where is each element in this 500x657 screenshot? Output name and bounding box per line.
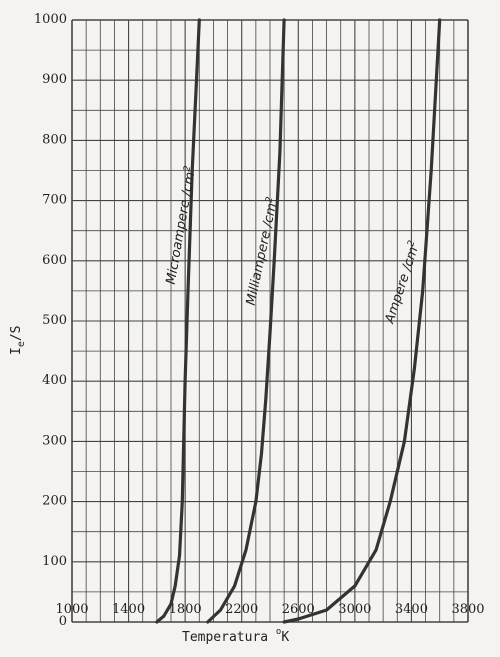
y-tick-label: 500 xyxy=(42,313,67,328)
x-tick-label: 1000 xyxy=(55,602,88,617)
curve-label-3: Ampere /cm2 xyxy=(381,239,423,326)
tick-labels: 1000 1400 1800 2200 2600 3000 3400 3800 0 100 200 3… xyxy=(34,12,485,629)
series-line-2 xyxy=(206,18,286,624)
y-axis-title: Ie/S xyxy=(9,325,27,355)
series-line-1 xyxy=(155,18,201,624)
series-line-3 xyxy=(282,18,442,624)
series-lines xyxy=(155,18,442,624)
x-tick-label: 1800 xyxy=(169,602,202,617)
x-tick-label: 3400 xyxy=(395,602,428,617)
curve-label-1: Microampere /cm2 xyxy=(163,165,200,286)
x-axis-title: Temperatura oK xyxy=(182,627,289,645)
y-tick-label: 600 xyxy=(42,253,67,268)
x-tick-label: 3800 xyxy=(451,602,484,617)
y-tick-label: 200 xyxy=(42,494,67,509)
x-tick-label: 2200 xyxy=(225,602,258,617)
y-tick-label: 0 xyxy=(59,614,67,629)
y-tick-label: 100 xyxy=(42,554,67,569)
x-tick-label: 3000 xyxy=(338,602,371,617)
y-tick-label: 1000 xyxy=(34,12,67,27)
y-tick-label: 700 xyxy=(42,193,67,208)
y-tick-label: 300 xyxy=(42,433,67,448)
y-tick-label: 900 xyxy=(42,72,67,87)
x-tick-label: 1400 xyxy=(112,602,145,617)
y-tick-label: 800 xyxy=(42,132,67,147)
x-tick-label: 2600 xyxy=(282,602,315,617)
y-tick-label: 400 xyxy=(42,373,67,388)
